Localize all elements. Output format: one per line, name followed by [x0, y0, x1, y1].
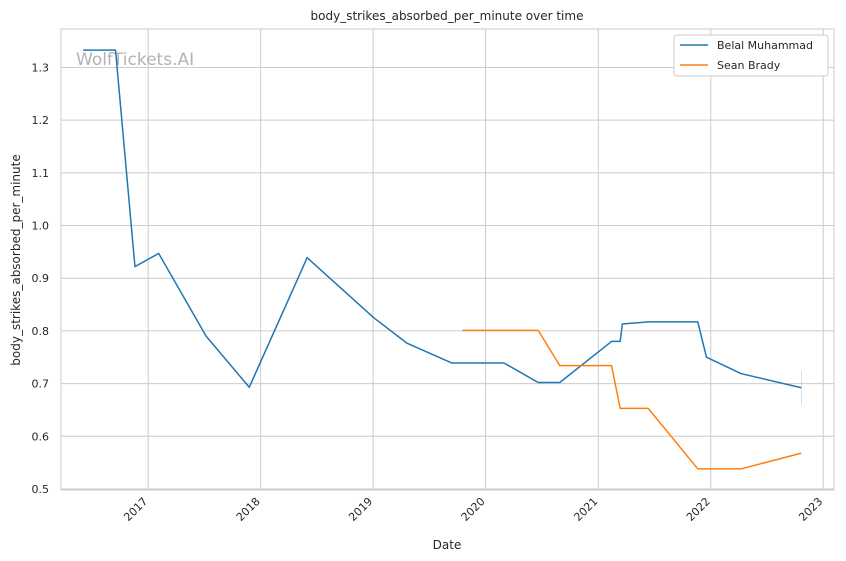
- series-line-1: [83, 49, 802, 389]
- series-line-2: [462, 329, 802, 470]
- y-axis-title: body_strikes_absorbed_per_minute: [9, 154, 23, 365]
- legend-label-2: Sean Brady: [717, 59, 781, 72]
- y-tick-label: 1.0: [32, 220, 50, 233]
- y-tick-label: 0.6: [32, 430, 50, 443]
- y-tick-label: 0.9: [32, 272, 50, 285]
- x-axis-title: Date: [433, 538, 462, 552]
- chart-title: body_strikes_absorbed_per_minute over ti…: [311, 9, 584, 23]
- y-tick-label: 1.2: [32, 114, 50, 127]
- y-tick-label: 0.8: [32, 325, 50, 338]
- y-axis-ticks: 0.5 0.6 0.7 0.8 0.9 1.0 1.1 1.2 1.3: [32, 61, 50, 495]
- gridlines: [61, 29, 834, 490]
- plot-frame: [60, 28, 835, 491]
- y-tick-label: 1.1: [32, 167, 50, 180]
- watermark: WolfTickets.AI: [76, 50, 194, 70]
- legend-box: [673, 34, 829, 77]
- y-tick-label: 0.7: [32, 378, 50, 391]
- y-tick-label: 0.5: [32, 483, 50, 496]
- legend-label-1: Belal Muhammad: [717, 39, 813, 52]
- legend: Belal Muhammad Sean Brady: [673, 34, 829, 77]
- y-tick-label: 1.3: [32, 61, 50, 74]
- plot-area: WolfTickets.AI: [60, 28, 835, 491]
- series-layer: [83, 49, 802, 470]
